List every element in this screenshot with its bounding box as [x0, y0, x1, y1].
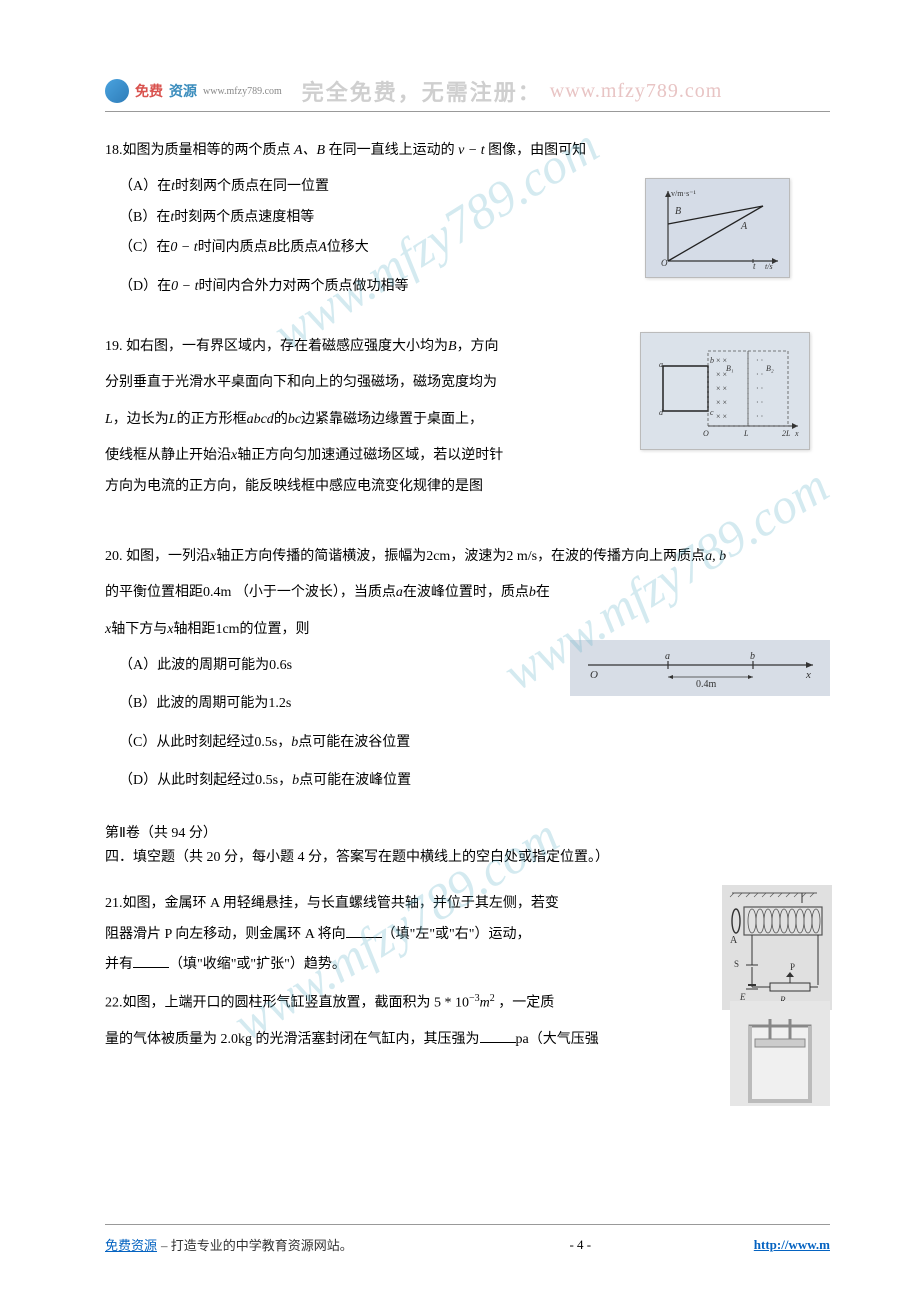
q20-l2: 的平衡位置相距0.4m （小于一个波长），当质点a在波峰位置时，质点b在 — [105, 582, 830, 604]
svg-text:· ·: · · — [756, 398, 763, 407]
svg-text:t/s: t/s — [765, 262, 773, 271]
svg-text:2L: 2L — [782, 429, 791, 438]
question-20: 20. 如图，一列沿x轴正方向传播的简谐横波，振幅为2cm，波速为2 m/s，在… — [105, 546, 830, 793]
svg-text:× ×: × × — [716, 398, 727, 407]
svg-text:× ×: × × — [716, 384, 727, 393]
svg-text:a: a — [665, 651, 670, 662]
page-footer: 免费资源 – 打造专业的中学教育资源网站。 - 4 - http://www.m — [105, 1224, 830, 1254]
svg-text:· ·: · · — [756, 384, 763, 393]
q20-l1: 20. 如图，一列沿x轴正方向传播的简谐横波，振幅为2cm，波速为2 m/s，在… — [105, 546, 830, 568]
q19-figure: × ×× ×× ×× ×× × · ·· ·· ·· ·· · a b c d … — [640, 332, 810, 450]
svg-text:O: O — [590, 669, 598, 681]
header-url: www.mfzy789.com — [550, 80, 723, 103]
footer-link[interactable]: 免费资源 — [105, 1235, 157, 1254]
page-header: 免费 资源 www.mfzy789.com 完全免费，无需注册： www.mfz… — [105, 75, 830, 112]
svg-text:A: A — [730, 935, 738, 946]
svg-text:S: S — [734, 959, 739, 969]
svg-text:· ·: · · — [756, 356, 763, 365]
svg-text:B₁: B₁ — [726, 364, 734, 373]
q21-blank-1 — [346, 924, 382, 938]
question-19: 19. 如右图，一有界区域内，存在着磁感应强度大小均为B，方向 分别垂直于光滑水… — [105, 336, 830, 498]
question-21-22: 21.如图，金属环 A 用轻绳悬挂，与长直螺线管共轴，并位于其左侧，若变 阻器滑… — [105, 893, 830, 1051]
q21-l3: 并有（填"收缩"或"扩张"）趋势。 — [105, 954, 710, 976]
q22-l2: 量的气体被质量为 2.0kg 的光滑活塞封闭在气缸内，其压强为pa（大气压强 — [105, 1029, 710, 1051]
svg-text:x: x — [794, 429, 799, 438]
footer-text: – 打造专业的中学教育资源网站。 — [161, 1235, 353, 1254]
footer-url[interactable]: http://www.m — [754, 1237, 830, 1253]
q20-figure: O a b x 0.4m — [570, 640, 830, 696]
q18-stem: 18.如图为质量相等的两个质点 A、B 在同一直线上运动的 v − t 图像，由… — [105, 140, 830, 162]
svg-text:c: c — [710, 408, 714, 417]
logo-sub: www.mfzy789.com — [203, 86, 282, 97]
svg-text:O: O — [703, 429, 709, 438]
q20-l3: x轴下方与x轴相距1cm的位置，则 — [105, 619, 830, 641]
q22-figure — [730, 1001, 830, 1106]
q20-option-d: （D）从此时刻起经过0.5s，b点可能在波峰位置 — [119, 770, 830, 792]
logo-text: 免费 — [135, 81, 163, 101]
question-18: 18.如图为质量相等的两个质点 A、B 在同一直线上运动的 v − t 图像，由… — [105, 140, 830, 298]
svg-text:a: a — [659, 360, 663, 369]
svg-text:O: O — [661, 258, 668, 268]
q18-option-d: （D）在0 − t时间内合外力对两个质点做功相等 — [119, 276, 830, 298]
svg-text:B₂: B₂ — [766, 364, 774, 373]
svg-text:· ·: · · — [756, 370, 763, 379]
svg-text:P: P — [790, 962, 795, 972]
q21-figure: A P S E R — [722, 885, 832, 1010]
footer-page: - 4 - — [407, 1237, 754, 1253]
svg-text:L: L — [743, 429, 749, 438]
section-2-title: 第Ⅱ卷（共 94 分） — [105, 823, 830, 845]
svg-text:v/m·s⁻¹: v/m·s⁻¹ — [671, 189, 696, 198]
svg-text:· ·: · · — [756, 412, 763, 421]
q20-option-b: （B）此波的周期可能为1.2s — [119, 693, 830, 715]
q22-blank-1 — [480, 1029, 516, 1043]
logo-icon — [105, 79, 129, 103]
svg-text:b: b — [710, 356, 714, 365]
svg-text:× ×: × × — [716, 412, 727, 421]
q20-option-c: （C）从此时刻起经过0.5s，b点可能在波谷位置 — [119, 732, 830, 754]
q22-l1: 22.如图，上端开口的圆柱形气缸竖直放置，截面积为 5 * 10−3m2 ，一定… — [105, 991, 710, 1015]
q19-l5: 方向为电流的正方向，能反映线框中感应电流变化规律的是图 — [105, 476, 830, 498]
svg-text:B: B — [675, 206, 681, 217]
q21-l2: 阻器滑片 P 向左移动，则金属环 A 将向（填"左"或"右"）运动， — [105, 924, 710, 946]
logo-text-2: 资源 — [169, 81, 197, 101]
q18-figure: A B O t t/s v/m·s⁻¹ — [645, 178, 790, 278]
section-2-sub: 四．填空题（共 20 分，每小题 4 分，答案写在题中横线上的空白处或指定位置。… — [105, 847, 830, 869]
header-title: 完全免费，无需注册： — [302, 75, 542, 107]
svg-text:0.4m: 0.4m — [696, 679, 717, 690]
q21-blank-2 — [133, 954, 169, 968]
svg-text:b: b — [750, 651, 755, 662]
q21-l1: 21.如图，金属环 A 用轻绳悬挂，与长直螺线管共轴，并位于其左侧，若变 — [105, 893, 710, 915]
svg-text:x: x — [805, 669, 811, 681]
svg-text:A: A — [740, 221, 748, 232]
